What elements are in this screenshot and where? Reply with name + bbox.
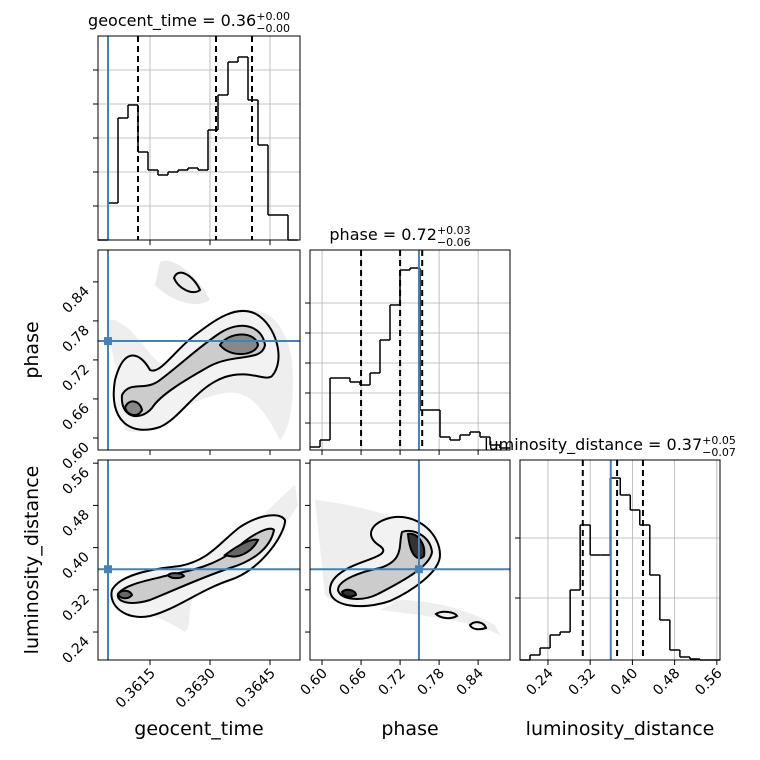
injection-point	[104, 337, 112, 346]
title-plus: +0.00	[256, 10, 290, 23]
panel-title: luminosity_distance = 0.37+0.05 −0.07	[484, 434, 736, 459]
panel-frame	[97, 459, 301, 661]
title-text: phase = 0.72	[329, 225, 436, 244]
x-tick-label: 0.48	[650, 666, 683, 699]
title-plus: +0.03	[437, 224, 471, 237]
x-tick-label: 0.72	[376, 666, 409, 699]
contour	[123, 333, 260, 416]
x-axis-label: geocent_time	[134, 718, 263, 740]
x-axis-label: phase	[381, 718, 438, 740]
x-tick-label: 0.84	[454, 665, 487, 698]
y-tick-label: 0.32	[59, 591, 92, 624]
y-tick-label: 0.84	[59, 283, 92, 316]
panel-frame	[519, 459, 721, 661]
contour	[434, 610, 488, 631]
y-tick-label: 0.78	[59, 322, 92, 355]
x-tick-label: 0.66	[337, 665, 370, 698]
y-axis-label: luminosity_distance	[21, 466, 43, 655]
panel-frame	[97, 249, 301, 451]
title-minus: −0.00	[256, 22, 290, 35]
x-tick-label: 0.24	[523, 665, 556, 698]
y-tick-label: 0.56	[59, 465, 92, 498]
x-tick-label: 0.3645	[233, 666, 279, 712]
x-tick-label: 0.56	[692, 665, 725, 698]
x-tick-label: 0.32	[566, 666, 599, 699]
x-axis-label: luminosity_distance	[526, 718, 715, 740]
panel-title: phase = 0.72+0.03 −0.06	[329, 224, 470, 249]
title-text: luminosity_distance = 0.37	[484, 435, 702, 455]
injection-point	[414, 565, 423, 574]
contour	[172, 271, 202, 294]
panel-title: geocent_time = 0.36+0.00 −0.00	[88, 10, 290, 35]
panel-frame	[97, 35, 301, 241]
x-tick-label: 0.3615	[113, 666, 159, 712]
x-tick-label: 0.60	[298, 666, 331, 699]
x-tick-label: 0.3630	[173, 666, 219, 712]
sample-cloud	[155, 260, 210, 305]
y-tick-label: 0.72	[59, 361, 92, 394]
y-axis-label: phase	[21, 321, 43, 378]
title-text: geocent_time = 0.36	[88, 11, 256, 31]
panel-frame	[309, 459, 511, 661]
injection-point	[104, 565, 112, 574]
x-tick-label: 0.40	[608, 666, 641, 699]
y-tick-label: 0.66	[59, 400, 92, 433]
title-minus: −0.07	[702, 446, 736, 459]
contour	[340, 532, 426, 598]
y-tick-label: 0.24	[59, 633, 92, 666]
contour	[116, 527, 276, 604]
y-tick-label: 0.60	[59, 439, 92, 472]
contour	[116, 538, 260, 600]
title-plus: +0.05	[702, 434, 736, 447]
title-minus: −0.06	[437, 236, 471, 249]
x-tick-label: 0.78	[415, 666, 448, 699]
y-tick-label: 0.40	[59, 549, 92, 582]
density-contours	[107, 260, 500, 635]
y-tick-label: 0.48	[59, 507, 92, 540]
panel-frame	[309, 249, 511, 451]
